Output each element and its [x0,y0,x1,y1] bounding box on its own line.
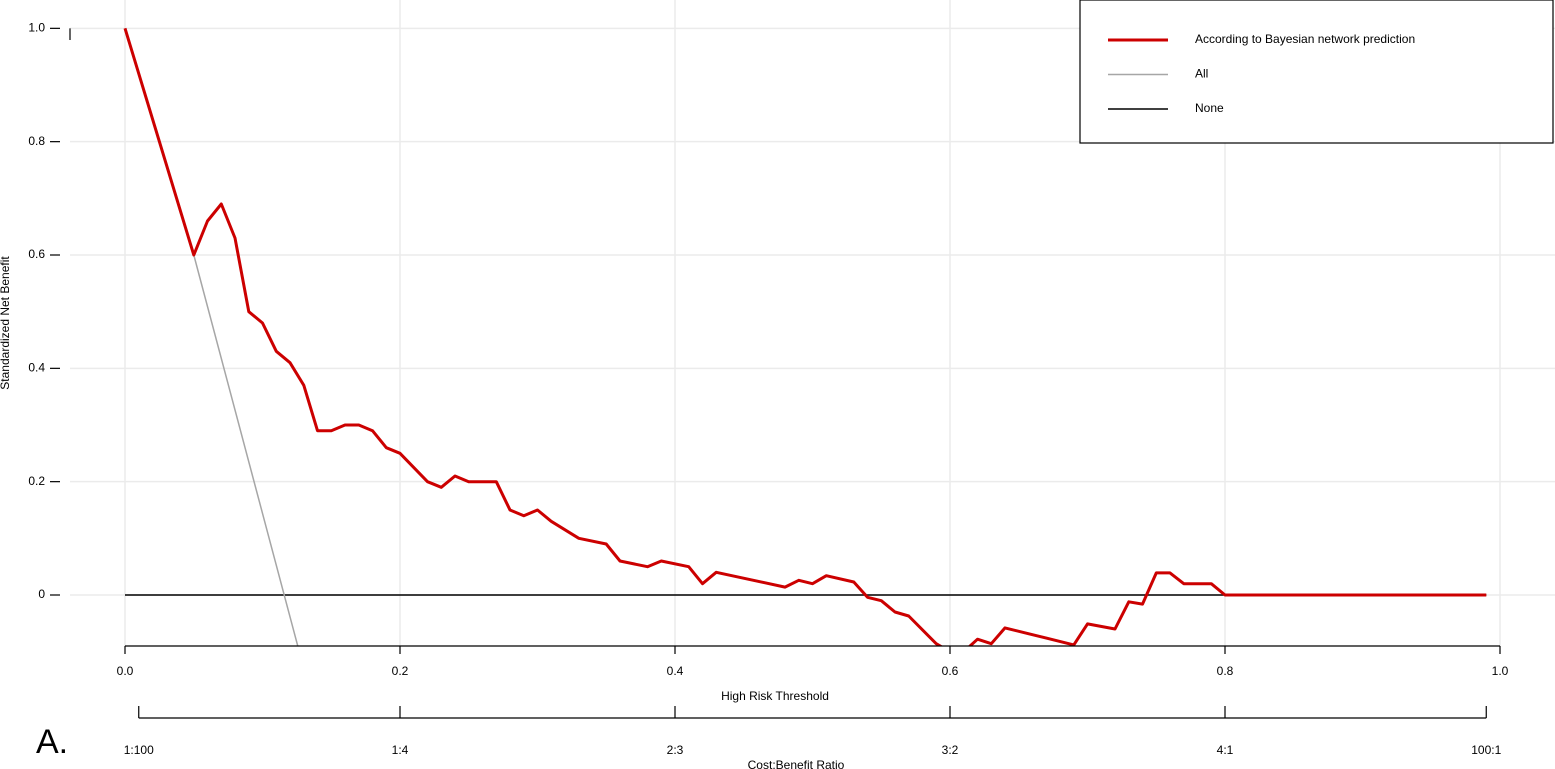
secondary-tick-label: 100:1 [1471,743,1501,757]
series-line [124,28,299,646]
y-tick-label: 0.4 [28,361,45,375]
secondary-tick-label: 2:3 [667,743,684,757]
y-tick-label: 1.0 [28,21,45,35]
secondary-tick-label: 4:1 [1217,743,1234,757]
x-tick-label: 1.0 [1492,664,1509,678]
y-tick-label: 0.2 [28,474,45,488]
secondary-tick-label: 1:4 [392,743,409,757]
secondary-tick-label: 1:100 [124,743,154,757]
y-tick-label: 0.8 [28,134,45,148]
panel-label: A. [36,723,68,761]
legend-label: According to Bayesian network prediction [1195,32,1415,46]
series-line [123,27,1487,646]
y-axis-label: Standardized Net Benefit [0,256,12,390]
y-tick-label: 0.6 [28,247,45,261]
plot-area [123,27,1487,646]
legend: According to Bayesian network prediction… [1079,0,1554,144]
x-tick-label: 0.4 [667,664,684,678]
x-tick-label: 0.0 [117,664,134,678]
x-tick-label: 0.6 [942,664,959,678]
secondary-tick-label: 3:2 [942,743,959,757]
legend-box [1079,0,1554,144]
x-tick-label: 0.2 [392,664,409,678]
legend-label: All [1195,67,1208,81]
y-tick-label: 0 [38,587,45,601]
secondary-axis-label: Cost:Benefit Ratio [748,758,845,769]
legend-label: None [1195,101,1224,115]
x-tick-label: 0.8 [1217,664,1234,678]
x-axis-label: High Risk Threshold [721,689,829,703]
